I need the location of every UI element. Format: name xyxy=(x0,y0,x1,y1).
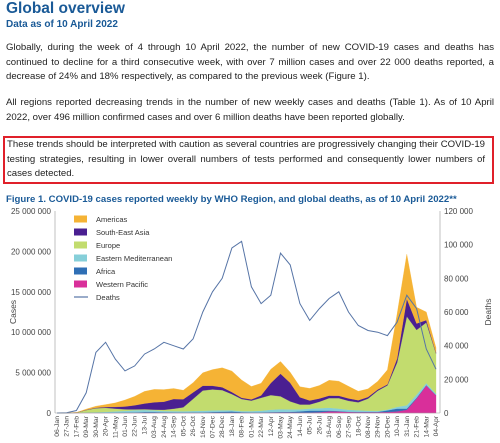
legend-label-europe: Europe xyxy=(96,241,120,250)
x-tick-label: 06-Jan xyxy=(54,416,61,437)
y2-tick-label: 80 000 xyxy=(444,274,469,283)
x-tick-label: 12-Apr xyxy=(268,415,275,436)
x-tick-label: 03-May xyxy=(278,415,285,438)
y-axis-label: Cases xyxy=(8,300,18,324)
x-tick-label: 14-Sep xyxy=(171,416,178,438)
paragraph-summary: Globally, during the week of 4 through 1… xyxy=(6,42,494,82)
x-tick-label: 26-Oct xyxy=(190,416,197,437)
legend-label-africa: Africa xyxy=(96,267,116,276)
y-tick-label: 15 000 000 xyxy=(11,288,52,297)
x-tick-label: 26-Jul xyxy=(316,416,323,435)
x-tick-label: 17-Feb xyxy=(73,416,80,438)
x-tick-label: 22-Mar xyxy=(258,415,265,437)
legend-swatch-eastern-mediterranean xyxy=(74,254,87,262)
x-tick-label: 16-Aug xyxy=(326,416,333,438)
deaths-line xyxy=(56,240,437,414)
x-tick-label: 24-Aug xyxy=(161,416,168,438)
legend-label-eastern-mediterranean: Eastern Mediterranean xyxy=(96,254,172,263)
x-tick-label: 04-Apr xyxy=(433,415,440,436)
deaths-line-group xyxy=(56,240,437,414)
x-tick-label: 27-Jan xyxy=(64,416,71,437)
x-tick-label: 08-Feb xyxy=(239,416,246,438)
x-tick-label: 30-Mar xyxy=(93,415,100,437)
area-americas xyxy=(56,254,437,414)
x-tick-label: 24-May xyxy=(287,415,294,438)
x-tick-label: 16-Nov xyxy=(200,415,207,438)
x-tick-label: 08-Nov xyxy=(365,415,372,438)
x-tick-label: 03-Aug xyxy=(151,416,158,438)
legend-swatch-western-pacific xyxy=(74,280,87,288)
legend-label-deaths: Deaths xyxy=(96,293,120,302)
paragraph-regions: All regions reported decreasing trends i… xyxy=(6,97,494,123)
x-tick-label: 13-Jul xyxy=(142,416,149,435)
y2-tick-label: 120 000 xyxy=(444,207,473,216)
y2-tick-label: 40 000 xyxy=(444,342,469,351)
legend-swatch-europe xyxy=(74,241,87,249)
x-tick-label: 27-Sep xyxy=(346,416,353,438)
paragraph-caution: These trends should be interpreted with … xyxy=(7,139,485,179)
legend-label-western-pacific: Western Pacific xyxy=(96,280,148,289)
legend-swatch-south-east-asia xyxy=(74,228,87,236)
x-tick-label: 22-Jun xyxy=(132,416,139,437)
x-tick-label: 29-Nov xyxy=(375,415,382,438)
x-tick-label: 01-Jun xyxy=(122,416,129,437)
x-tick-label: 14-Jun xyxy=(297,416,304,437)
stacked-areas xyxy=(56,254,437,414)
y2-tick-label: 20 000 xyxy=(444,375,469,384)
cases-deaths-chart: 0 5 000 000 10 000 000 15 000 000 20 000 000… xyxy=(8,207,493,439)
x-tick-label: 18-Oct xyxy=(355,416,362,437)
x-tick-label: 10-Jan xyxy=(394,416,401,437)
x-tick-label: 21-Feb xyxy=(414,416,421,438)
y2-tick-label: 0 xyxy=(444,409,449,418)
legend-label-americas: Americas xyxy=(96,215,128,224)
x-tick-label: 05-Jul xyxy=(307,416,314,435)
x-tick-label: 28-Dec xyxy=(219,415,226,438)
x-tick-label: 18-Jan xyxy=(229,416,236,437)
x-tick-label: 05-Oct xyxy=(180,416,187,437)
y-tick-label: 25 000 000 xyxy=(11,207,52,216)
y2-axis-ticks: 0 20 000 40 000 60 000 80 000 100 000 120 000 xyxy=(444,207,473,418)
x-tick-label: 20-Dec xyxy=(384,415,391,438)
legend-swatch-americas xyxy=(74,215,87,223)
y2-axis-label: Deaths xyxy=(483,299,493,326)
x-tick-label: 06-Sep xyxy=(336,416,343,438)
x-tick-label: 09-Mar xyxy=(83,415,90,437)
x-tick-label: 07-Dec xyxy=(210,415,217,438)
legend-swatch-africa xyxy=(74,267,87,275)
x-tick-label: 11-May xyxy=(112,415,119,438)
x-tick-label: 14-Mar xyxy=(423,415,430,437)
y2-tick-label: 100 000 xyxy=(444,241,473,250)
highlight-box xyxy=(3,136,494,184)
y-tick-label: 10 000 000 xyxy=(11,328,52,337)
page-subtitle: Data as of 10 April 2022 xyxy=(6,19,118,30)
y-tick-label: 20 000 000 xyxy=(11,247,52,256)
figure-title: Figure 1. COVID-19 cases reported weekly… xyxy=(6,194,457,205)
page-title: Global overview xyxy=(6,0,125,17)
y-tick-label: 0 xyxy=(47,409,52,418)
y2-tick-label: 60 000 xyxy=(444,308,469,317)
x-tick-label: 20-Apr xyxy=(103,415,110,436)
y-tick-label: 5 000 000 xyxy=(15,369,51,378)
y-axis-ticks: 0 5 000 000 10 000 000 15 000 000 20 000 000… xyxy=(11,207,52,418)
x-axis-ticks: 06-Jan 27-Jan 17-Feb 09-Mar 30-Mar 20-Apr 11-M… xyxy=(54,415,440,438)
x-tick-label: 01-Mar xyxy=(248,415,255,437)
legend-label-south-east-asia: South-East Asia xyxy=(96,228,150,237)
x-tick-label: 31-Jan xyxy=(404,416,411,437)
chart-legend: Americas South-East Asia Europe Eastern Med… xyxy=(74,215,172,302)
